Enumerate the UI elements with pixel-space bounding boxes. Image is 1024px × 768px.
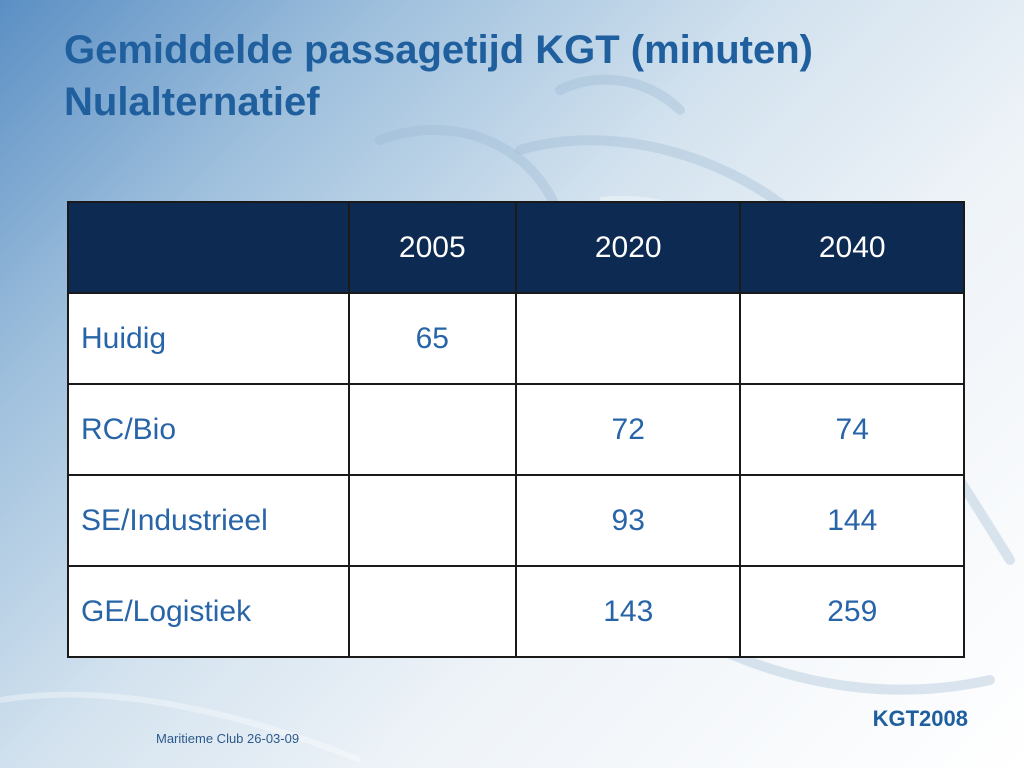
passage-time-table: 2005 2020 2040 Huidig 65 RC/Bio 72 74 SE… bbox=[67, 201, 965, 658]
table-row: SE/Industrieel 93 144 bbox=[67, 474, 965, 567]
header-year-cell: 2020 bbox=[514, 201, 742, 294]
value-cell: 93 bbox=[514, 474, 742, 567]
table-row: RC/Bio 72 74 bbox=[67, 383, 965, 476]
value-cell: 74 bbox=[739, 383, 965, 476]
value-cell: 259 bbox=[739, 565, 965, 658]
value-cell: 143 bbox=[514, 565, 742, 658]
header-year-cell: 2040 bbox=[739, 201, 965, 294]
row-label: SE/Industrieel bbox=[67, 474, 350, 567]
footer-brand-label: KGT2008 bbox=[872, 706, 968, 731]
row-label: Huidig bbox=[67, 292, 350, 385]
header-year-cell: 2005 bbox=[347, 201, 517, 294]
slide-title: Gemiddelde passagetijd KGT (minuten) Nul… bbox=[64, 24, 984, 128]
value-cell: 72 bbox=[514, 383, 742, 476]
value-cell bbox=[514, 292, 742, 385]
value-cell bbox=[347, 383, 517, 476]
footer-date-label: Maritieme Club 26-03-09 bbox=[156, 731, 300, 746]
row-label: RC/Bio bbox=[67, 383, 350, 476]
value-cell bbox=[739, 292, 965, 385]
header-empty-cell bbox=[67, 201, 350, 294]
table-row: GE/Logistiek 143 259 bbox=[67, 565, 965, 658]
value-cell: 65 bbox=[347, 292, 517, 385]
title-line-2: Nulalternatief bbox=[64, 80, 320, 124]
value-cell bbox=[347, 474, 517, 567]
title-line-1: Gemiddelde passagetijd KGT (minuten) bbox=[64, 28, 813, 72]
table-header-row: 2005 2020 2040 bbox=[67, 201, 965, 294]
value-cell: 144 bbox=[739, 474, 965, 567]
table-row: Huidig 65 bbox=[67, 292, 965, 385]
row-label: GE/Logistiek bbox=[67, 565, 350, 658]
value-cell bbox=[347, 565, 517, 658]
